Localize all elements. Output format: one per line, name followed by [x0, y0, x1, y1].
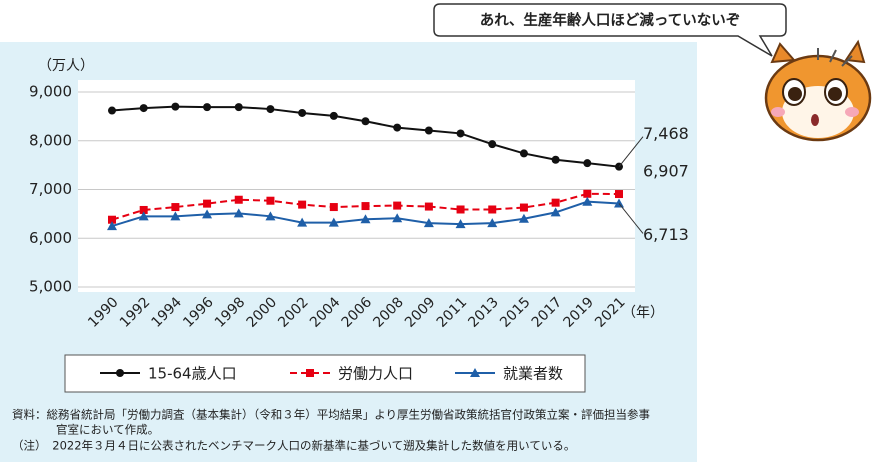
marker [551, 198, 560, 207]
marker [456, 129, 465, 138]
marker [583, 189, 592, 198]
marker [170, 211, 181, 221]
marker [551, 155, 560, 164]
y-tick-label: 7,000 [29, 180, 72, 198]
y-tick-label: 5,000 [29, 278, 72, 296]
leader-line [618, 203, 644, 234]
marker [360, 214, 371, 224]
value-label: 6,907 [643, 162, 689, 181]
value-label: 7,468 [643, 124, 689, 143]
marker [298, 108, 307, 117]
marker [108, 106, 116, 115]
marker [550, 207, 561, 217]
marker [423, 218, 434, 228]
legend-item: 就業者数 [455, 365, 563, 383]
marker [266, 196, 275, 205]
marker [582, 196, 593, 206]
marker [614, 198, 624, 208]
x-unit: （年） [622, 305, 664, 321]
mascot [764, 39, 872, 142]
marker [488, 205, 497, 214]
marker [361, 202, 370, 211]
marker [266, 105, 275, 114]
marker [393, 201, 402, 210]
marker [519, 149, 528, 158]
note: 資料：総務省統計局「労働力調査（基本集計）（令和３年）平均結果」より厚生労働省政… [12, 408, 650, 422]
marker [234, 195, 243, 204]
y-tick-label: 9,000 [29, 83, 72, 101]
marker [107, 221, 117, 231]
marker [455, 219, 466, 229]
marker [138, 211, 149, 221]
marker [108, 215, 116, 224]
marker [233, 208, 244, 218]
legend-item: 労働力人口 [290, 365, 413, 383]
marker [202, 209, 213, 219]
marker [393, 123, 402, 132]
marker [456, 205, 465, 214]
marker [583, 159, 592, 168]
marker [329, 203, 338, 212]
marker [518, 213, 529, 223]
marker [171, 203, 180, 212]
marker [203, 103, 212, 112]
marker [328, 217, 339, 227]
marker [615, 190, 623, 199]
marker [424, 126, 433, 135]
marker [519, 203, 528, 212]
speech-bubble [433, 3, 787, 57]
marker [116, 369, 124, 377]
legend-label: 就業者数 [503, 365, 563, 383]
marker [361, 117, 370, 126]
marker [203, 199, 212, 208]
marker [139, 104, 148, 113]
marker [171, 102, 180, 111]
legend-item: 15-64歳人口 [100, 365, 237, 383]
marker [298, 200, 307, 209]
marker [265, 211, 276, 221]
note: 官室において作成。 [56, 423, 159, 437]
leader-line [618, 136, 644, 167]
marker [329, 111, 338, 120]
marker [392, 213, 403, 223]
y-tick-label: 6,000 [29, 229, 72, 247]
y-tick-label: 8,000 [29, 131, 72, 149]
speech-text: あれ、生産年齢人口ほど減っていないぞ [480, 11, 740, 29]
value-label: 6,713 [643, 225, 689, 244]
marker [470, 368, 480, 377]
marker [488, 140, 497, 149]
marker [306, 369, 314, 377]
note: （注） 2022年３月４日に公表されたベンチマーク人口の新基準に基づいて遡及集計… [12, 439, 575, 453]
plot-area [78, 80, 635, 292]
y-unit: （万人） [38, 58, 94, 74]
marker [139, 205, 148, 214]
marker [297, 217, 308, 227]
marker [424, 202, 433, 211]
legend-label: 15-64歳人口 [148, 365, 237, 383]
legend-label: 労働力人口 [338, 365, 413, 383]
marker [487, 218, 498, 228]
marker [234, 103, 243, 112]
